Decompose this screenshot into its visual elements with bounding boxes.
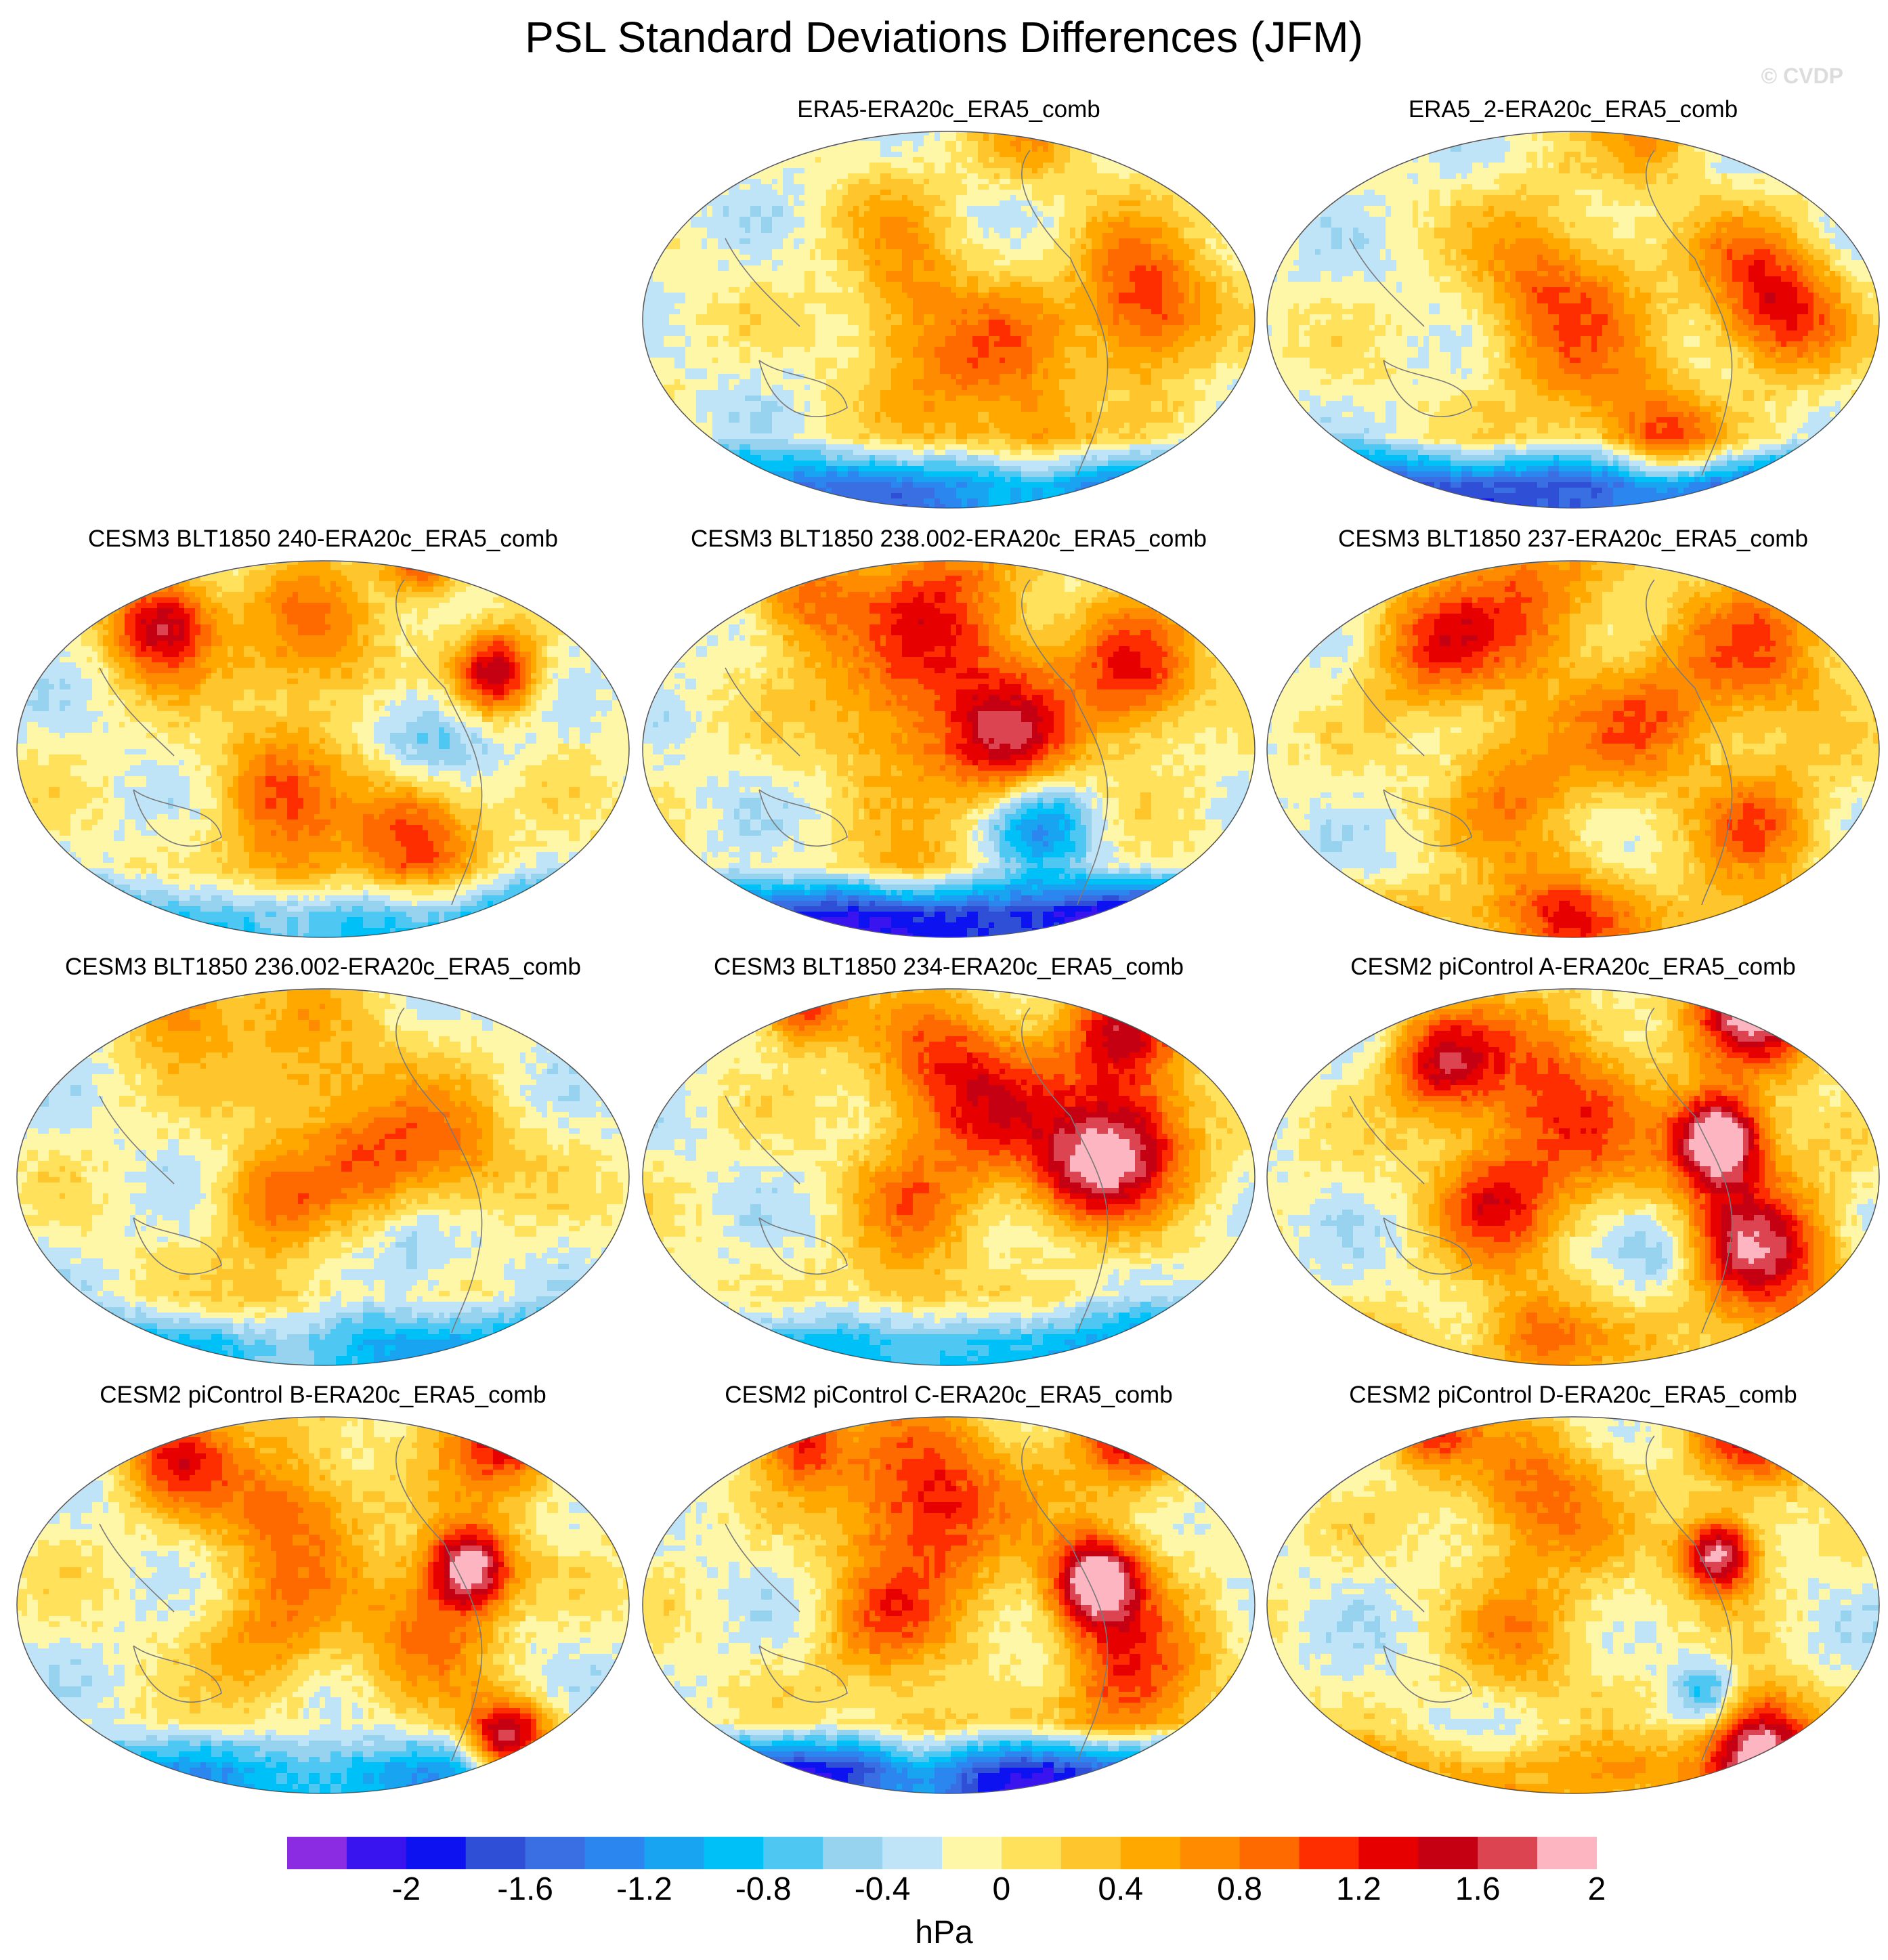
cvdp-watermark: © CVDP	[1761, 64, 1843, 89]
colorbar-box	[287, 1837, 347, 1869]
colorbar-box	[1180, 1837, 1240, 1869]
panel-title: CESM2 piControl C-ERA20c_ERA5_comb	[642, 1382, 1256, 1409]
colorbar-box	[644, 1837, 704, 1869]
colorbar-box	[1002, 1837, 1061, 1869]
colorbar-box	[1121, 1837, 1180, 1869]
map-panel: CESM3 BLT1850 240-ERA20c_ERA5_comb	[16, 526, 630, 952]
robinson-map	[1266, 559, 1880, 939]
figure-title: PSL Standard Deviations Differences (JFM…	[0, 12, 1888, 62]
colorbar-tick-label: 0.4	[1098, 1871, 1143, 1908]
colorbar-tick-label: -0.8	[735, 1871, 792, 1908]
robinson-map	[642, 1415, 1256, 1795]
panel-title: CESM3 BLT1850 236.002-ERA20c_ERA5_comb	[16, 954, 630, 981]
colorbar-box	[1061, 1837, 1121, 1869]
psl-difference-field	[16, 559, 630, 939]
colorbar-tick-label: 0.8	[1217, 1871, 1262, 1908]
psl-difference-field	[1266, 1415, 1880, 1795]
panel-title: ERA5-ERA20c_ERA5_comb	[642, 96, 1256, 123]
psl-difference-field	[1266, 987, 1880, 1367]
panel-title: ERA5_2-ERA20c_ERA5_comb	[1266, 96, 1880, 123]
panel-title: CESM3 BLT1850 238.002-ERA20c_ERA5_comb	[642, 526, 1256, 553]
map-panel: CESM3 BLT1850 234-ERA20c_ERA5_comb	[642, 954, 1256, 1380]
psl-difference-field	[642, 559, 1256, 939]
colorbar-box	[1537, 1837, 1597, 1869]
psl-difference-field	[1266, 130, 1880, 509]
colorbar-box	[406, 1837, 466, 1869]
map-panel: ERA5_2-ERA20c_ERA5_comb	[1266, 96, 1880, 523]
robinson-map	[16, 1415, 630, 1795]
panel-title: CESM2 piControl D-ERA20c_ERA5_comb	[1266, 1382, 1880, 1409]
robinson-map	[1266, 130, 1880, 509]
psl-difference-field	[16, 987, 630, 1367]
colorbar-tick-label: -1.2	[616, 1871, 672, 1908]
map-panel: CESM3 BLT1850 236.002-ERA20c_ERA5_comb	[16, 954, 630, 1380]
map-panel: CESM2 piControl B-ERA20c_ERA5_comb	[16, 1382, 630, 1808]
colorbar-box	[466, 1837, 525, 1869]
panel-title: CESM2 piControl B-ERA20c_ERA5_comb	[16, 1382, 630, 1409]
colorbar-tick-label: -0.4	[855, 1871, 911, 1908]
robinson-map	[642, 130, 1256, 509]
colorbar-box	[1299, 1837, 1358, 1869]
colorbar-box	[1418, 1837, 1478, 1869]
map-panel: CESM2 piControl D-ERA20c_ERA5_comb	[1266, 1382, 1880, 1808]
robinson-map	[1266, 1415, 1880, 1795]
psl-difference-field	[642, 130, 1256, 509]
colorbar-units-label: hPa	[915, 1914, 972, 1951]
colorbar-tick-label: 1.6	[1455, 1871, 1501, 1908]
psl-difference-field	[642, 987, 1256, 1367]
robinson-map	[16, 987, 630, 1367]
colorbar-box	[1478, 1837, 1537, 1869]
colorbar-box	[942, 1837, 1002, 1869]
colorbar-tick-label: 2	[1588, 1871, 1606, 1908]
robinson-map	[1266, 987, 1880, 1367]
panel-title: CESM3 BLT1850 240-ERA20c_ERA5_comb	[16, 526, 630, 553]
psl-difference-field	[1266, 559, 1880, 939]
colorbar-box	[1240, 1837, 1300, 1869]
robinson-map	[642, 987, 1256, 1367]
colorbar-tick-label: -2	[391, 1871, 421, 1908]
colorbar-tick-label: 0	[993, 1871, 1011, 1908]
colorbar-box	[763, 1837, 823, 1869]
colorbar	[287, 1837, 1597, 1869]
robinson-map	[16, 559, 630, 939]
colorbar-tick-label: 1.2	[1336, 1871, 1381, 1908]
panel-title: CESM3 BLT1850 237-ERA20c_ERA5_comb	[1266, 526, 1880, 553]
map-panel: ERA5-ERA20c_ERA5_comb	[642, 96, 1256, 523]
psl-difference-field	[16, 1415, 630, 1795]
panel-title: CESM2 piControl A-ERA20c_ERA5_comb	[1266, 954, 1880, 981]
map-panel: CESM3 BLT1850 238.002-ERA20c_ERA5_comb	[642, 526, 1256, 952]
colorbar-box	[882, 1837, 942, 1869]
colorbar-box	[1358, 1837, 1418, 1869]
colorbar-box	[704, 1837, 763, 1869]
map-panel: CESM2 piControl A-ERA20c_ERA5_comb	[1266, 954, 1880, 1380]
colorbar-box	[585, 1837, 645, 1869]
robinson-map	[642, 559, 1256, 939]
map-panel: CESM3 BLT1850 237-ERA20c_ERA5_comb	[1266, 526, 1880, 952]
panel-title: CESM3 BLT1850 234-ERA20c_ERA5_comb	[642, 954, 1256, 981]
colorbar-box	[525, 1837, 585, 1869]
colorbar-box	[823, 1837, 882, 1869]
map-panel: CESM2 piControl C-ERA20c_ERA5_comb	[642, 1382, 1256, 1808]
psl-difference-field	[642, 1415, 1256, 1795]
colorbar-box	[347, 1837, 406, 1869]
colorbar-tick-label: -1.6	[497, 1871, 553, 1908]
